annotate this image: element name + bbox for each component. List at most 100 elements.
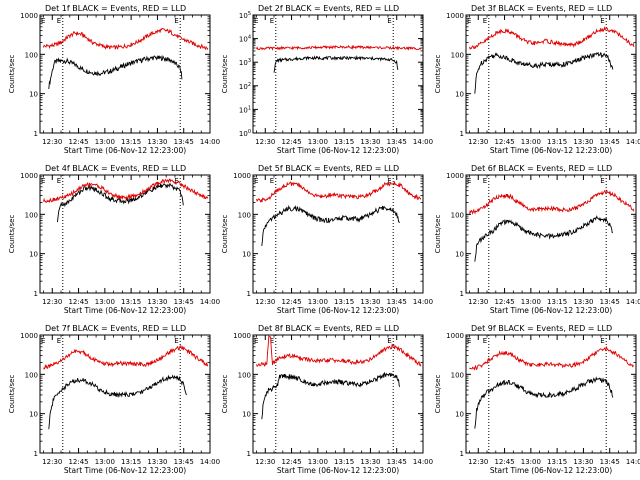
y-tick-label: 1000	[233, 172, 251, 180]
y-tick-label: 10	[29, 91, 38, 99]
x-tick-label: 14:00	[200, 458, 220, 466]
x-tick-label: 13:00	[521, 138, 541, 146]
event-marker-label: E	[41, 177, 45, 185]
x-tick-label: 13:30	[573, 138, 593, 146]
x-tick-label: 12:30	[255, 298, 275, 306]
event-marker-label: E	[270, 337, 274, 345]
event-marker-label: E	[270, 17, 274, 25]
x-tick-label: 13:00	[95, 458, 115, 466]
x-tick-label: 13:45	[174, 298, 194, 306]
x-tick-label: 12:30	[468, 138, 488, 146]
x-tick-label: 12:30	[42, 298, 62, 306]
x-tick-label: 12:30	[255, 138, 275, 146]
x-axis-label: Start Time (06-Nov-12 12:23:00)	[64, 466, 186, 475]
y-tick-label: 10	[242, 411, 251, 419]
x-tick-label: 13:45	[600, 138, 620, 146]
y-tick-label: 100	[238, 371, 251, 379]
y-tick-label: 1000	[233, 332, 251, 340]
x-tick-label: 12:45	[68, 458, 88, 466]
y-tick-label: 102	[239, 82, 251, 91]
series-lld-line	[43, 27, 209, 51]
event-marker-label: E	[467, 177, 471, 185]
x-tick-label: 13:00	[308, 138, 328, 146]
y-tick-label: 103	[239, 58, 251, 67]
x-tick-label: 13:00	[95, 138, 115, 146]
y-tick-label: 10	[455, 411, 464, 419]
x-tick-label: 12:45	[281, 298, 301, 306]
x-tick-label: 12:45	[281, 458, 301, 466]
x-tick-label: 13:00	[308, 458, 328, 466]
x-tick-label: 12:30	[255, 458, 275, 466]
event-marker-label: E	[41, 17, 45, 25]
series-events-line	[261, 371, 401, 420]
series-events-line	[57, 183, 184, 223]
series-events-line	[48, 55, 183, 90]
x-tick-label: 14:00	[626, 138, 640, 146]
panel-det-7: Det 7f BLACK = Events, RED = LLD 1 10 100 10…	[8, 324, 220, 475]
series-lld-line	[469, 345, 635, 371]
x-tick-label: 13:15	[334, 298, 354, 306]
y-tick-label: 1	[34, 290, 38, 298]
event-marker-label: E	[57, 17, 61, 25]
series-lld-line	[469, 189, 635, 215]
y-tick-label: 10	[455, 91, 464, 99]
panel-title: Det 8f BLACK = Events, RED = LLD	[258, 324, 399, 333]
x-tick-label: 14:00	[200, 298, 220, 306]
x-tick-label: 13:45	[387, 298, 407, 306]
event-marker-label: E	[600, 17, 604, 25]
plot-frame	[465, 334, 637, 454]
plot-frame	[252, 334, 424, 454]
x-tick-label: 13:15	[547, 298, 567, 306]
series-lld-line	[256, 335, 422, 367]
panel-det-2: Det 2f BLACK = Events, RED = LLD 100 101 10…	[221, 4, 433, 155]
y-tick-label: 100	[25, 211, 38, 219]
x-tick-label: 13:00	[95, 298, 115, 306]
x-tick-label: 13:15	[547, 458, 567, 466]
y-axis-label: Counts/sec	[434, 375, 442, 414]
x-tick-label: 13:15	[547, 138, 567, 146]
x-tick-label: 12:30	[42, 138, 62, 146]
x-tick-label: 13:45	[174, 458, 194, 466]
y-axis-label: Counts/sec	[221, 55, 229, 94]
series-lld-line	[43, 178, 209, 204]
y-tick-label: 1	[34, 130, 38, 138]
x-tick-label: 13:30	[147, 138, 167, 146]
y-tick-label: 1000	[446, 332, 464, 340]
x-tick-label: 13:30	[360, 298, 380, 306]
y-tick-label: 100	[451, 371, 464, 379]
event-marker-label: E	[254, 177, 258, 185]
y-tick-label: 100	[451, 211, 464, 219]
x-tick-label: 14:00	[413, 298, 433, 306]
x-tick-label: 12:45	[494, 298, 514, 306]
x-tick-label: 13:15	[121, 298, 141, 306]
y-tick-label: 1	[247, 290, 251, 298]
y-tick-label: 1000	[446, 172, 464, 180]
series-lld-line	[256, 181, 422, 203]
y-tick-label: 100	[239, 129, 251, 138]
y-tick-label: 10	[242, 251, 251, 259]
event-marker-label: E	[600, 337, 604, 345]
panel-title: Det 6f BLACK = Events, RED = LLD	[471, 164, 612, 173]
x-tick-label: 13:15	[121, 458, 141, 466]
y-axis-label: Counts/sec	[434, 215, 442, 254]
event-marker-label: E	[57, 177, 61, 185]
y-tick-label: 1000	[20, 172, 38, 180]
x-tick-label: 13:30	[360, 138, 380, 146]
plot-frame	[39, 174, 211, 294]
event-marker-label: E	[41, 337, 45, 345]
panel-title: Det 2f BLACK = Events, RED = LLD	[258, 4, 399, 13]
x-tick-label: 12:45	[494, 138, 514, 146]
y-tick-label: 10	[29, 251, 38, 259]
x-axis-label: Start Time (06-Nov-12 12:23:00)	[277, 466, 399, 475]
series-lld-line	[256, 44, 422, 51]
y-tick-label: 1000	[20, 332, 38, 340]
event-marker-label: E	[254, 337, 258, 345]
x-tick-label: 13:30	[360, 458, 380, 466]
x-tick-label: 14:00	[200, 138, 220, 146]
x-axis-label: Start Time (06-Nov-12 12:23:00)	[490, 146, 612, 155]
plot-frame	[252, 174, 424, 294]
x-tick-label: 13:00	[308, 298, 328, 306]
series-events-line	[261, 204, 400, 246]
event-marker-label: E	[174, 337, 178, 345]
